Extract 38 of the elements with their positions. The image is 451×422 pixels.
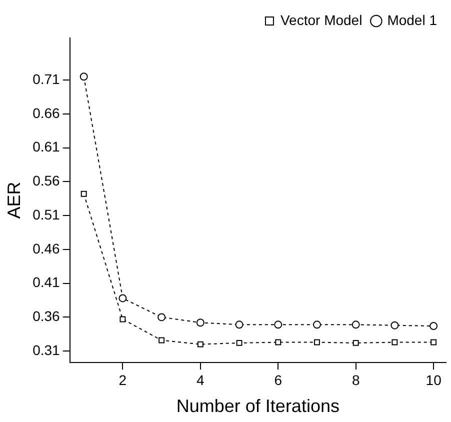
point [352,320,360,329]
y-tick-label: 0.56 [32,172,60,189]
y-tick-label: 0.71 [32,70,60,87]
x-tick-label: 4 [196,372,205,388]
y-tick-label: 0.36 [32,308,60,324]
point [314,339,320,346]
point [236,340,242,346]
y-tick-label: 0.61 [32,138,60,155]
point [235,320,244,329]
legend-label: Model 1 [387,12,438,28]
point [430,339,437,346]
point [275,339,282,346]
point [352,340,359,346]
y-axis-title: AER [4,182,24,219]
point [430,322,438,330]
y-tick-label: 0.66 [32,104,60,121]
point [158,313,166,322]
point [390,321,399,330]
point [196,318,204,327]
x-tick-label: 2 [118,372,127,388]
point [274,320,282,329]
point [118,294,127,302]
x-tick-label: 6 [274,372,282,388]
point [197,341,204,348]
y-tick-label: 0.41 [32,274,60,290]
point [392,339,398,346]
point [158,337,165,344]
x-axis-title: Number of Iterations [176,396,340,416]
point [80,190,87,197]
x-tick-label: 10 [426,372,442,388]
legend-label: Vector Model [280,12,362,28]
point [120,316,126,322]
y-tick-label: 0.31 [32,342,60,358]
point [80,72,88,81]
point [312,320,321,329]
y-tick-label: 0.51 [32,206,60,222]
x-tick-label: 8 [352,372,360,388]
y-tick-label: 0.46 [32,240,60,256]
